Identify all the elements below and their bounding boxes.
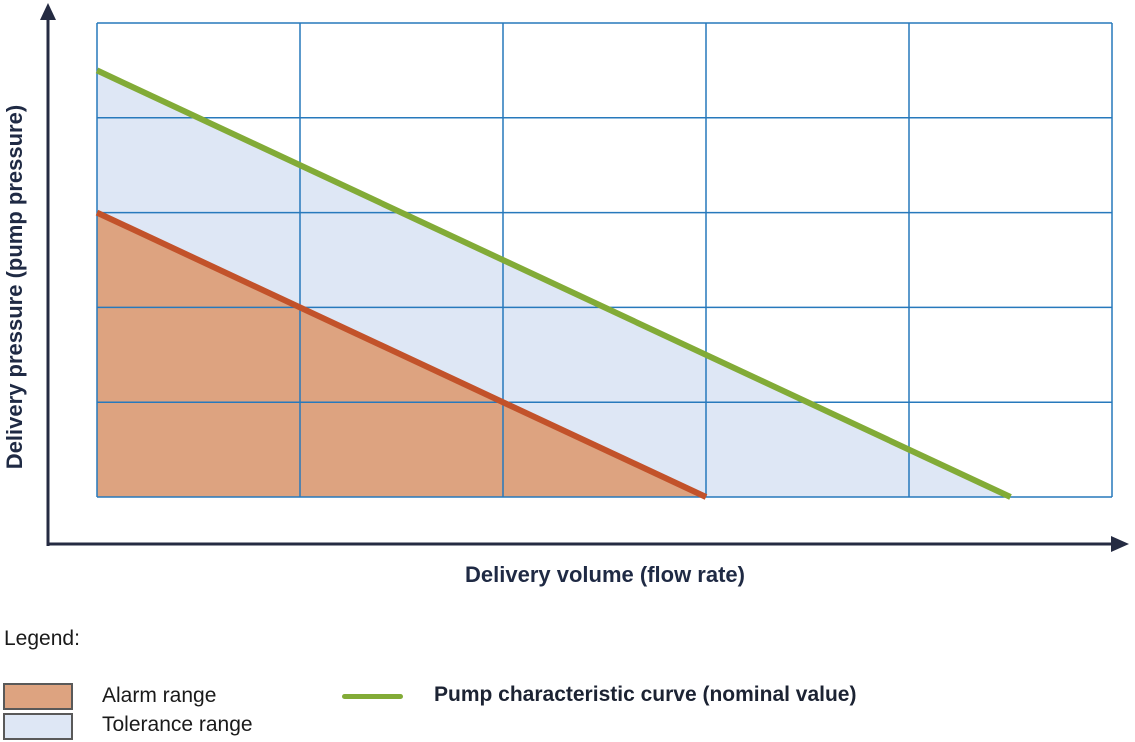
x-axis — [46, 536, 1129, 552]
legend-title: Legend: — [4, 627, 80, 650]
legend-line-nominal-curve-icon — [342, 694, 403, 699]
y-axis-label: Delivery pressure (pump pressure) — [2, 105, 27, 469]
y-axis-arrowhead-icon — [40, 3, 56, 20]
legend-swatch-tolerance-range — [3, 713, 73, 740]
y-axis — [40, 3, 56, 546]
plot-curves — [95, 67, 1012, 500]
x-axis-arrowhead-icon — [1111, 536, 1129, 552]
pump-curve-chart: Delivery volume (flow rate) Delivery pre… — [2, 3, 1129, 587]
legend-label-nominal-curve: Pump characteristic curve (nominal value… — [434, 683, 857, 706]
legend-swatch-alarm-range — [3, 683, 73, 710]
x-axis-label: Delivery volume (flow rate) — [465, 562, 745, 587]
legend-label-alarm-range: Alarm range — [102, 684, 217, 707]
plot-gridlines — [96, 22, 1113, 498]
legend-label-tolerance-range: Tolerance range — [102, 713, 253, 736]
